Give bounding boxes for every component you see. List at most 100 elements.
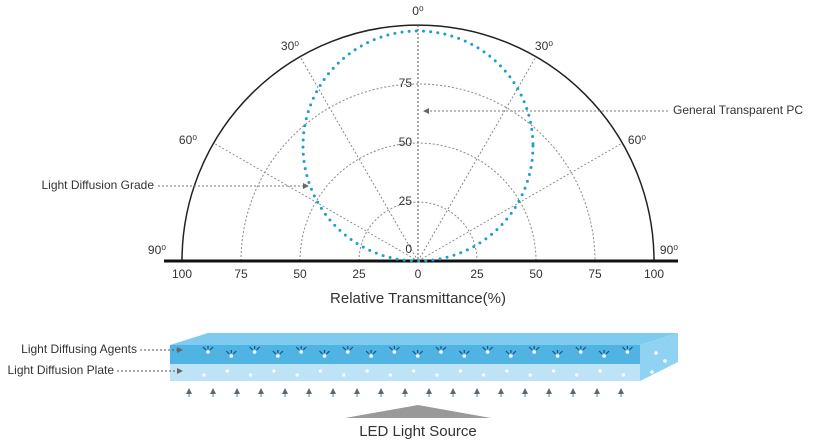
x-axis-label: Relative Transmittance(%)	[330, 290, 506, 307]
agent	[555, 354, 560, 358]
agent-rays	[249, 346, 261, 351]
plate-dot	[249, 373, 253, 377]
radial-tick: 25	[470, 267, 484, 281]
angle-label: 60⁰	[179, 133, 197, 147]
agent	[392, 350, 397, 354]
radial-tick: 75	[234, 267, 248, 281]
vertical-tick: 25	[399, 194, 413, 208]
plate-dot	[388, 373, 392, 377]
angle-line	[299, 56, 419, 262]
plate-dot	[575, 373, 579, 377]
plate-dot	[318, 369, 323, 373]
agent-rays	[482, 346, 494, 351]
radial-tick: 100	[644, 267, 664, 281]
agent	[346, 350, 350, 354]
angle-line	[213, 142, 419, 262]
agent-rays	[598, 350, 610, 355]
agent	[509, 354, 513, 358]
angle-label: 60⁰	[628, 133, 646, 147]
agents-layer	[170, 345, 640, 364]
side-dot	[654, 351, 658, 355]
agent	[299, 350, 304, 354]
agent-rays	[458, 350, 470, 355]
plate-dot	[225, 369, 229, 373]
plate-dot	[528, 373, 532, 377]
plate-dot	[272, 369, 276, 373]
radial-tick: 0	[415, 267, 422, 281]
radial-tick: 50	[293, 267, 307, 281]
ring	[240, 83, 596, 262]
plate-side	[640, 333, 678, 381]
agent-rays	[319, 350, 330, 355]
plate-dot	[621, 373, 626, 377]
agent	[252, 350, 257, 354]
agent-rays	[575, 346, 587, 351]
agent	[579, 350, 583, 354]
annotation: Light Diffusion Grade	[41, 178, 154, 192]
agent-rays	[552, 350, 563, 355]
agent	[276, 354, 280, 358]
source-label: LED Light Source	[359, 423, 477, 440]
agent-rays	[435, 346, 447, 351]
plate-label: Light Diffusing Agents	[21, 342, 137, 356]
angle-label: 30⁰	[535, 39, 553, 53]
plate-dot	[505, 369, 509, 373]
annotation: General Transparent PC	[673, 103, 803, 117]
plate-decoration	[186, 346, 667, 397]
plate-dot	[412, 369, 416, 373]
agent	[462, 354, 467, 358]
radial-tick: 25	[352, 267, 366, 281]
ring	[299, 142, 537, 262]
plate-dot	[598, 369, 602, 373]
agent	[439, 350, 443, 354]
agent	[602, 354, 606, 358]
plate-dot	[435, 373, 439, 377]
agent-rays	[342, 346, 354, 351]
radial-tick: 100	[172, 267, 192, 281]
angle-label: 0⁰	[412, 4, 424, 18]
agent-rays	[295, 346, 307, 351]
agent-rays	[388, 346, 400, 351]
agent	[229, 354, 234, 358]
plate-dot	[295, 373, 299, 377]
plate-dot	[458, 369, 462, 373]
angle-line	[417, 142, 623, 262]
agent	[369, 354, 373, 358]
plate-layer	[170, 364, 640, 381]
agent-rays	[412, 350, 424, 355]
agent-rays	[202, 346, 214, 351]
agent-rays	[505, 350, 517, 355]
vertical-tick: 75	[399, 76, 413, 90]
vertical-tick: 50	[399, 135, 413, 149]
agent-rays	[272, 350, 284, 355]
angle-label: 90⁰	[660, 243, 678, 257]
plate-dot	[482, 373, 486, 377]
agent-rays	[528, 346, 540, 351]
plate-dot	[551, 369, 556, 373]
agent	[206, 350, 210, 354]
agent	[322, 354, 327, 358]
agent-rays	[621, 346, 633, 351]
plate-dot	[202, 373, 206, 377]
angle-label: 30⁰	[281, 39, 299, 53]
agent-rays	[365, 350, 377, 355]
agent	[485, 350, 490, 354]
agent	[415, 354, 420, 358]
plate-dot	[342, 373, 346, 377]
angle-line	[417, 56, 537, 262]
agent	[532, 350, 536, 354]
plate-label: Light Diffusion Plate	[7, 363, 114, 377]
plate-dot	[365, 369, 369, 373]
agent-rays	[225, 350, 237, 355]
diffusion-curve	[301, 29, 535, 263]
side-dot	[663, 359, 667, 363]
led-source	[345, 405, 491, 418]
angle-label: 90⁰	[148, 243, 166, 257]
plate-top	[170, 333, 678, 345]
vertical-tick: 0	[405, 242, 412, 256]
radial-tick: 75	[588, 267, 602, 281]
agent	[625, 350, 630, 354]
side-dot	[650, 370, 654, 374]
radial-tick: 50	[529, 267, 543, 281]
